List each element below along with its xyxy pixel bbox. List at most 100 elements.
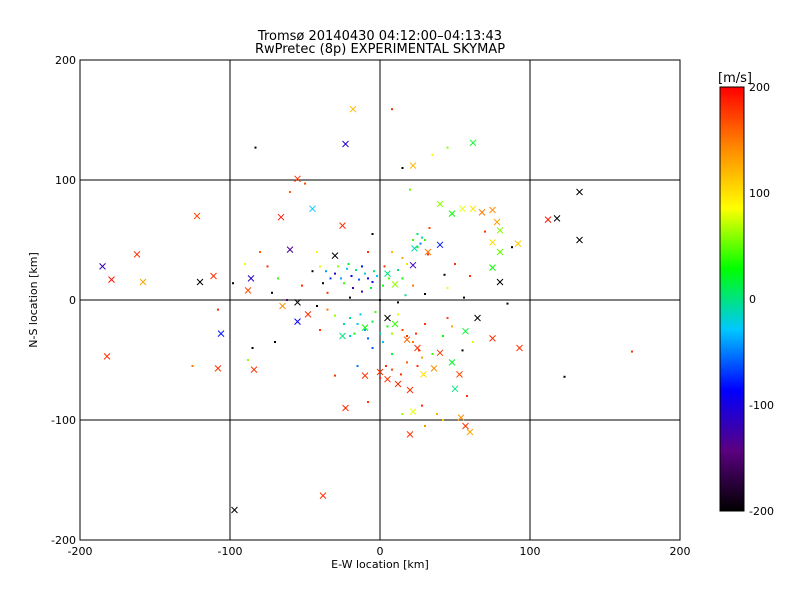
data-point-x [409,261,417,269]
x-tick-label: 0 [377,545,384,558]
data-point-dot [277,277,279,280]
data-point-x [448,359,456,366]
data-point-dot [463,296,465,299]
data-point-dot [391,353,393,355]
data-point-dot [431,353,434,355]
data-point-dot [379,299,381,301]
data-point-dot [427,253,429,256]
data-point-x [496,248,504,256]
data-point-dot [274,341,276,343]
data-point-dot [370,287,372,289]
data-point-x [309,205,316,213]
data-point-x [459,205,466,213]
data-point-x [553,215,561,222]
y-tick-label: -100 [51,414,76,427]
data-point-dot [469,275,471,277]
data-point-dot [446,287,449,289]
chart-subtitle: RwPretec (8p) EXPERIMENTAL SKYMAP [255,42,505,57]
data-point-dot [451,325,453,328]
data-point-x [319,492,327,499]
data-point-dot [251,347,254,349]
data-point-dot [367,277,369,280]
data-point-dot [334,314,336,317]
data-point-dot [631,350,633,353]
data-point-x [384,375,391,383]
data-point-dot [436,413,438,415]
plot-frame [79,59,681,541]
data-point-x [139,278,147,286]
colorbar-tick-label: 200 [749,81,770,94]
data-point-dot [391,108,393,111]
data-point-dot [364,272,366,275]
data-point-dot [416,233,419,235]
data-point-dot [401,329,404,331]
data-point-dot [371,347,374,349]
data-point-dot [406,335,408,337]
data-point-dot [371,233,374,235]
data-point-dot [289,191,291,193]
data-point-dot [511,246,513,249]
data-point-dot [416,246,419,249]
data-point-dot [421,404,423,407]
data-point-x [391,320,399,328]
data-point-x [339,222,346,229]
data-point-dot [359,313,362,316]
chart-title: Tromsø 20140430 04:12:00–04:13:43 [257,29,502,44]
data-point-dot [418,349,420,352]
data-point-dot [343,323,345,325]
data-point-x [576,236,583,244]
x-tick-label: 100 [520,545,541,558]
data-point-dot [371,281,374,283]
data-point-dot [442,335,444,337]
data-point-dot [254,146,257,149]
data-point-dot [326,291,329,294]
data-point-dot [244,263,246,265]
data-point-x [406,386,414,394]
data-point-dot [401,413,404,415]
data-point-dot [311,270,314,273]
data-point-dot [397,313,399,316]
data-point-dot [232,282,234,285]
colorbar [719,86,745,512]
data-point-x [217,330,225,337]
data-point-x [496,278,504,286]
data-point-x [474,314,481,322]
data-point-dot [266,265,269,268]
data-point-dot [304,182,306,185]
data-point-dot [412,284,414,287]
data-point-dot [409,188,411,191]
data-point-x [469,205,477,213]
data-point-dot [373,270,375,273]
data-point-dot [334,272,336,275]
data-point-dot [385,365,387,367]
data-point-dot [349,335,351,337]
data-point-dot [358,278,360,281]
data-point-x [294,299,301,306]
data-point-dot [350,275,353,277]
data-point-dot [406,361,408,364]
colorbar-tick-label: -100 [749,399,774,412]
data-point-x [231,506,238,514]
data-point-x [436,241,444,249]
data-point-dot [356,365,359,367]
data-point-x [478,209,486,216]
data-point-dot [349,317,351,319]
data-point-dot [319,265,321,268]
data-point-dot [371,320,374,323]
data-point-x [409,162,417,169]
data-point-dot [400,373,402,376]
data-point-dot [419,242,422,245]
data-point-x [462,327,469,335]
data-point-dot [191,365,194,367]
data-point-x [406,431,414,438]
data-point-dot [340,277,342,280]
data-point-dot [424,323,426,325]
data-point-x [420,371,427,378]
y-axis-ticks: -200 -100 0 100 200 [51,54,76,547]
x-tick-label: -100 [218,545,243,558]
data-point-dot [217,308,219,311]
data-point-x [448,210,456,217]
y-tick-label: -200 [51,534,76,547]
data-point-dot [329,277,332,280]
data-point-dot [412,239,414,241]
